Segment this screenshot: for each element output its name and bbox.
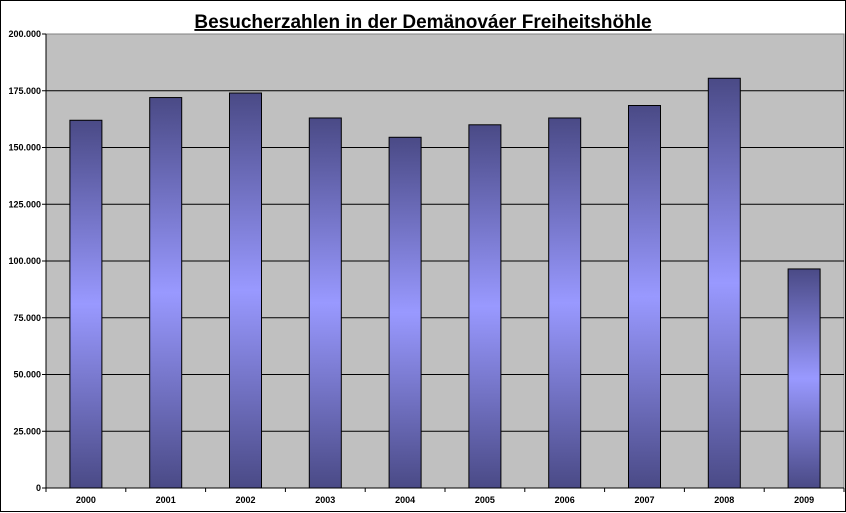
bar-2008 <box>707 77 741 489</box>
y-tick-label: 25.000 <box>13 426 41 436</box>
bar-2005 <box>468 124 502 489</box>
bar-2006 <box>548 117 582 489</box>
y-tick-label: 175.000 <box>8 86 41 96</box>
bar-2002 <box>229 92 262 489</box>
x-tick-label: 2001 <box>156 495 176 505</box>
x-tick-label: 2007 <box>634 495 654 505</box>
x-tick-label: 2003 <box>315 495 335 505</box>
chart-title: Besucherzahlen in der Demänováer Freihei… <box>194 12 651 33</box>
y-tick-labels: 0 25.000 50.000 75.000 100.000 125.000 150.000… <box>8 29 41 493</box>
bar-2001 <box>149 97 183 489</box>
y-tick-label: 100.000 <box>8 256 41 266</box>
y-tick-label: 0 <box>36 483 41 493</box>
x-tick-label: 2000 <box>76 495 96 505</box>
bars <box>69 77 821 489</box>
x-tick-label: 2004 <box>395 495 415 505</box>
bar-2007 <box>628 105 661 489</box>
bar-2004 <box>388 136 422 489</box>
bar-2000 <box>69 119 103 489</box>
x-tick-label: 2002 <box>235 495 255 505</box>
x-tick-label: 2005 <box>475 495 495 505</box>
x-tick-label: 2009 <box>794 495 814 505</box>
y-tick-label: 75.000 <box>13 313 41 323</box>
bar-2003 <box>308 117 342 489</box>
y-tick-label: 200.000 <box>8 29 41 39</box>
y-tick-label: 125.000 <box>8 199 41 209</box>
x-tick-label: 2006 <box>555 495 575 505</box>
y-tick-label: 150.000 <box>8 143 41 153</box>
y-tick-label: 50.000 <box>13 370 41 380</box>
bar-2009 <box>787 268 821 489</box>
axes <box>42 33 845 492</box>
x-tick-labels: 2000 2001 2002 2003 2004 2005 2006 2007 2008 2009 <box>76 495 814 505</box>
x-tick-label: 2008 <box>714 495 734 505</box>
